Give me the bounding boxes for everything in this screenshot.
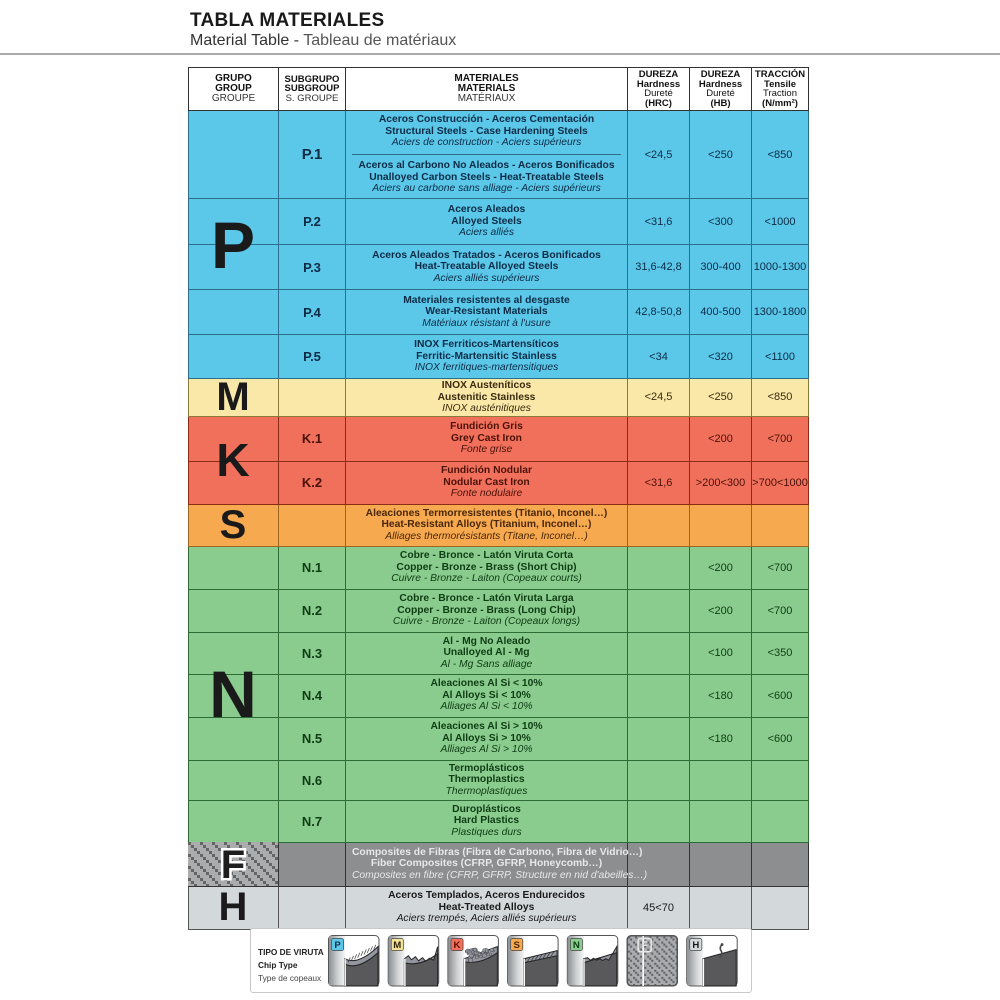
svg-text:H: H bbox=[692, 940, 699, 951]
svg-text:F: F bbox=[642, 941, 648, 952]
svg-text:S: S bbox=[514, 940, 521, 951]
svg-text:M: M bbox=[393, 940, 401, 951]
svg-text:P: P bbox=[334, 940, 341, 951]
svg-text:N: N bbox=[573, 940, 580, 951]
svg-text:K: K bbox=[454, 940, 461, 951]
